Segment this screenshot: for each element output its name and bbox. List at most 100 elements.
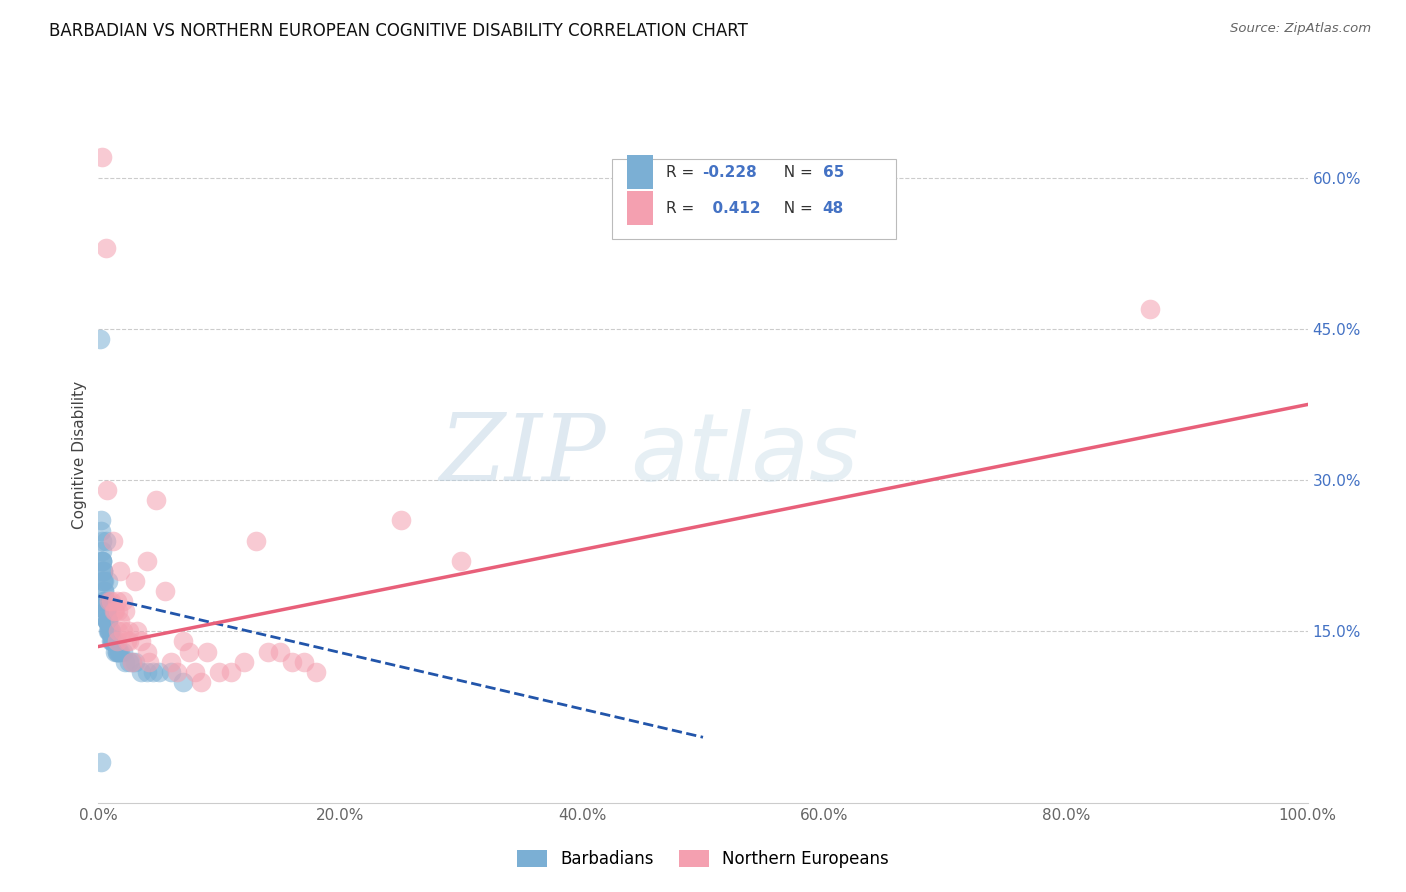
Point xyxy=(118,655,141,669)
Point xyxy=(104,644,127,658)
Point xyxy=(93,584,115,599)
Point xyxy=(208,665,231,679)
Point xyxy=(105,644,128,658)
Point xyxy=(129,634,152,648)
FancyBboxPatch shape xyxy=(627,155,654,189)
Point xyxy=(114,655,136,669)
Point xyxy=(108,644,131,658)
Point xyxy=(108,615,131,629)
Text: N =: N = xyxy=(775,201,818,216)
Point xyxy=(93,584,115,599)
Point xyxy=(245,533,267,548)
Point xyxy=(91,574,114,588)
Point xyxy=(269,644,291,658)
Point xyxy=(148,665,170,679)
Point xyxy=(172,674,194,689)
Point xyxy=(94,604,117,618)
Point xyxy=(145,493,167,508)
Point xyxy=(93,594,115,608)
Text: R =: R = xyxy=(665,201,699,216)
Point xyxy=(305,665,328,679)
Point xyxy=(90,513,112,527)
Point xyxy=(142,665,165,679)
Point xyxy=(103,604,125,618)
Point xyxy=(153,584,176,599)
Point xyxy=(89,332,111,346)
Text: ZIP: ZIP xyxy=(440,410,606,500)
Point xyxy=(389,513,412,527)
Point xyxy=(101,634,124,648)
Point xyxy=(90,524,112,538)
Point xyxy=(105,644,128,658)
Point xyxy=(96,483,118,498)
Point xyxy=(166,665,188,679)
Point xyxy=(94,604,117,618)
Legend: Barbadians, Northern Europeans: Barbadians, Northern Europeans xyxy=(510,843,896,874)
Point xyxy=(1139,301,1161,316)
Point xyxy=(100,594,122,608)
Point xyxy=(118,634,141,648)
Point xyxy=(117,634,139,648)
Point xyxy=(105,634,128,648)
Point xyxy=(91,554,114,568)
Point xyxy=(124,574,146,588)
Point xyxy=(129,665,152,679)
Point xyxy=(107,604,129,618)
Point xyxy=(184,665,207,679)
Point xyxy=(91,554,114,568)
Point xyxy=(108,564,131,578)
Point xyxy=(100,624,122,639)
FancyBboxPatch shape xyxy=(613,159,897,239)
Point xyxy=(195,644,218,658)
Point xyxy=(135,665,157,679)
Point xyxy=(94,604,117,618)
Point xyxy=(135,554,157,568)
Point xyxy=(101,634,124,648)
Point xyxy=(91,564,114,578)
Point xyxy=(93,574,115,588)
Point xyxy=(97,615,120,629)
Point xyxy=(94,604,117,618)
Text: -0.228: -0.228 xyxy=(702,165,756,179)
Point xyxy=(103,634,125,648)
Point xyxy=(281,655,304,669)
Point xyxy=(138,655,160,669)
Point xyxy=(97,615,120,629)
Point xyxy=(190,674,212,689)
Text: 65: 65 xyxy=(823,165,844,179)
Point xyxy=(91,574,114,588)
Text: 48: 48 xyxy=(823,201,844,216)
Point xyxy=(107,644,129,658)
Y-axis label: Cognitive Disability: Cognitive Disability xyxy=(72,381,87,529)
Point xyxy=(232,655,254,669)
Point xyxy=(105,594,128,608)
Point xyxy=(91,564,114,578)
Point xyxy=(118,624,141,639)
Point xyxy=(98,624,121,639)
Point xyxy=(172,634,194,648)
Point xyxy=(94,241,117,255)
Point xyxy=(221,665,243,679)
Point xyxy=(96,615,118,629)
Text: R =: R = xyxy=(665,165,699,179)
Text: Source: ZipAtlas.com: Source: ZipAtlas.com xyxy=(1230,22,1371,36)
Point xyxy=(91,533,114,548)
Point xyxy=(97,624,120,639)
Point xyxy=(93,594,115,608)
Point xyxy=(108,644,131,658)
Point xyxy=(103,634,125,648)
Point xyxy=(91,564,114,578)
Point xyxy=(111,644,134,658)
Point xyxy=(94,594,117,608)
Point xyxy=(96,615,118,629)
Text: 0.412: 0.412 xyxy=(702,201,761,216)
FancyBboxPatch shape xyxy=(627,192,654,225)
Point xyxy=(160,665,183,679)
Text: BARBADIAN VS NORTHERN EUROPEAN COGNITIVE DISABILITY CORRELATION CHART: BARBADIAN VS NORTHERN EUROPEAN COGNITIVE… xyxy=(49,22,748,40)
Point xyxy=(114,604,136,618)
Point xyxy=(94,594,117,608)
Point xyxy=(98,594,121,608)
Point xyxy=(91,554,114,568)
Point xyxy=(100,634,122,648)
Point xyxy=(97,574,120,588)
